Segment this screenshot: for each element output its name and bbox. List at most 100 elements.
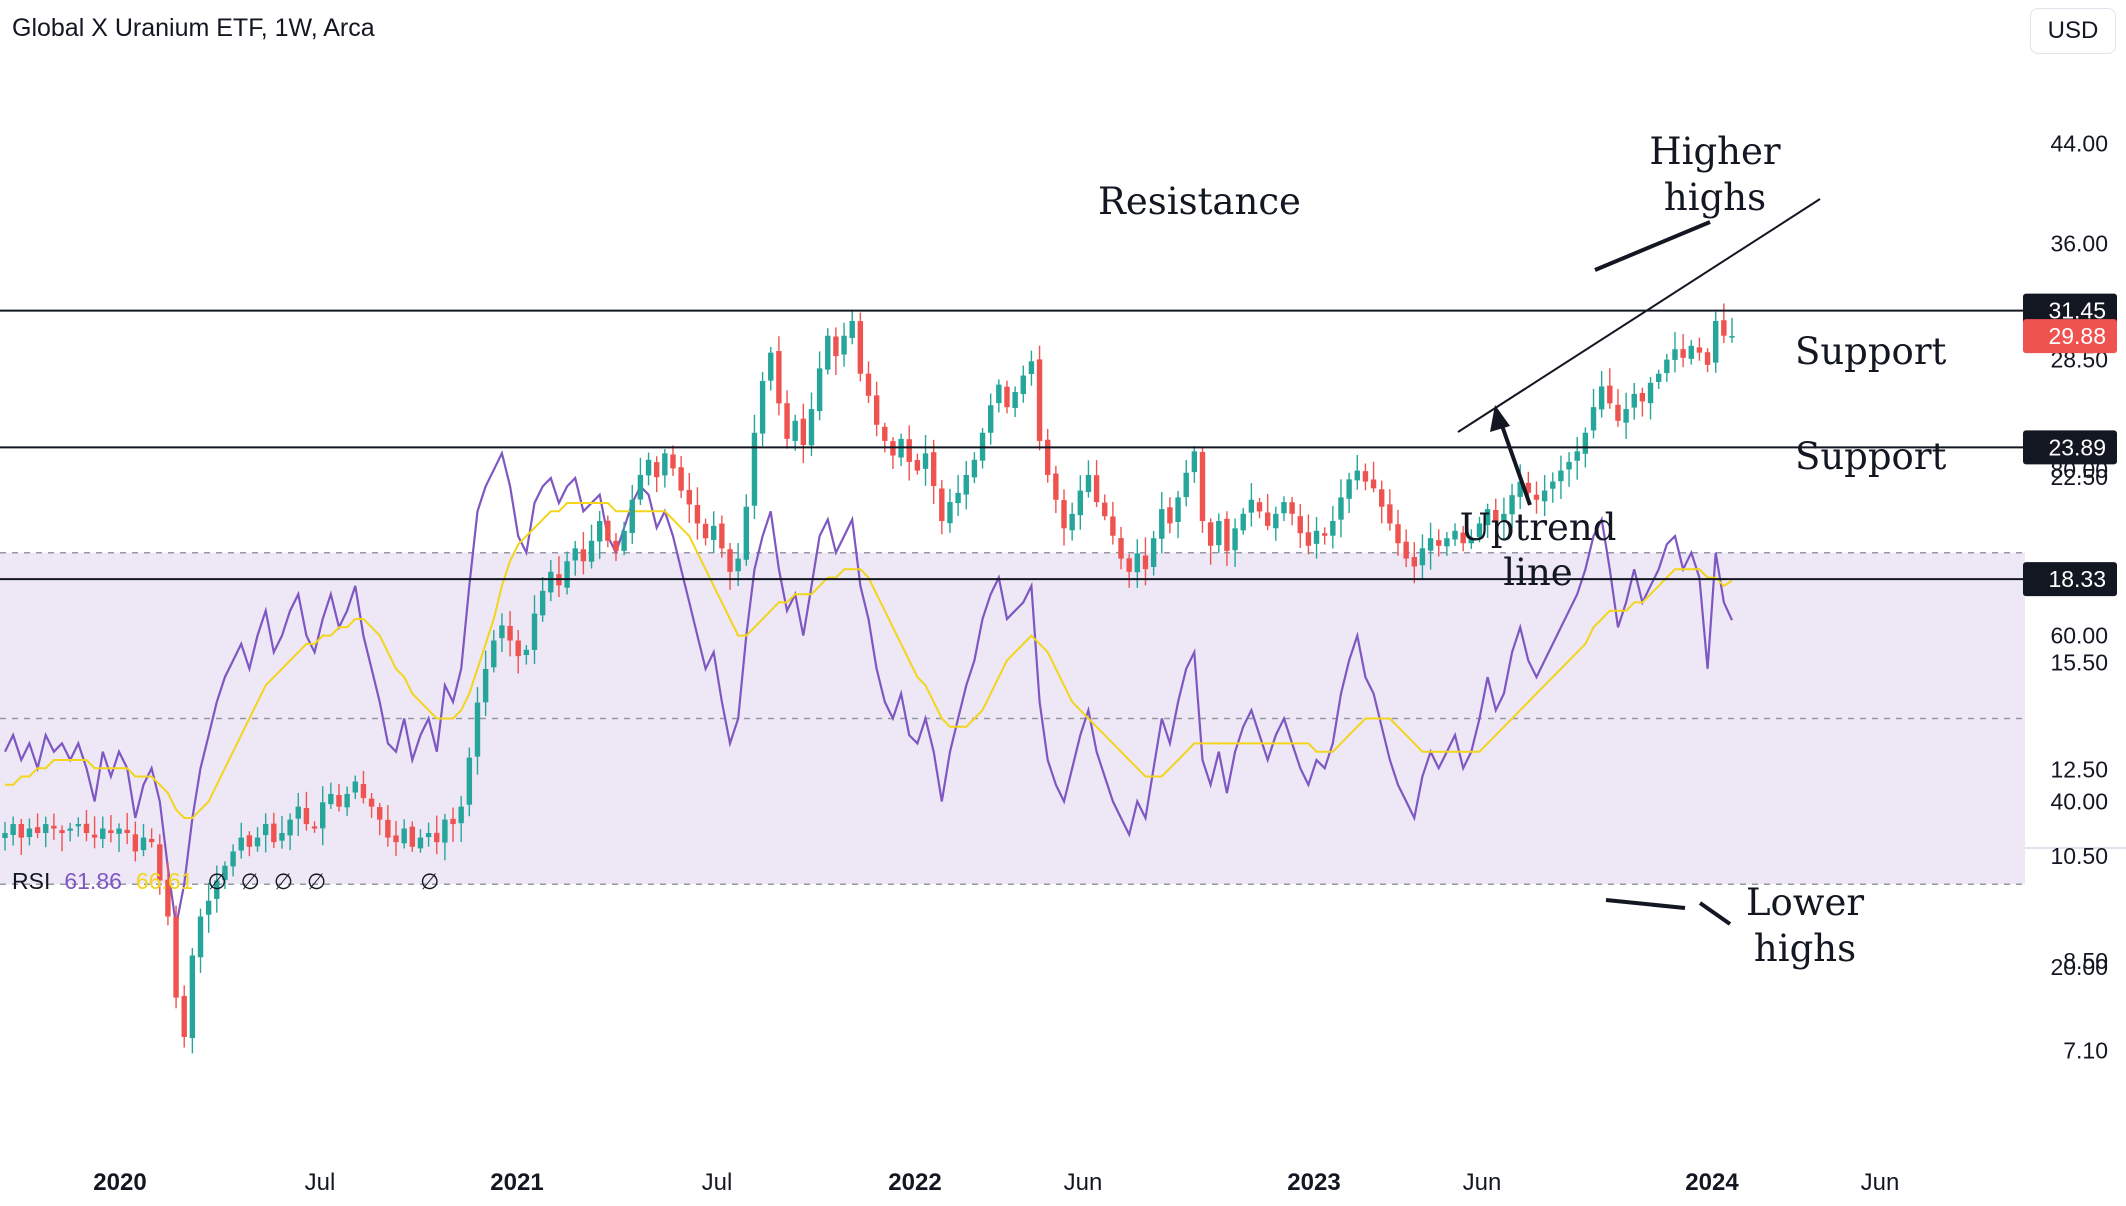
price-tick-label: 7.10 — [2063, 1038, 2108, 1064]
price-axis[interactable]: 44.0036.0028.5022.5015.5012.5010.508.507… — [2050, 131, 2108, 1064]
candle — [596, 510, 603, 560]
candle — [645, 452, 652, 486]
candle — [613, 533, 619, 561]
candle — [833, 327, 839, 376]
candle — [1126, 554, 1132, 588]
candle — [1647, 376, 1654, 420]
candle — [857, 312, 864, 382]
candle — [1590, 388, 1597, 439]
candle — [1036, 345, 1043, 451]
candle — [148, 828, 155, 848]
candle — [825, 328, 831, 375]
candle — [287, 813, 293, 851]
candle — [157, 834, 163, 895]
candle — [686, 473, 692, 523]
candle — [1330, 505, 1336, 549]
rsi-tick-label: 60.00 — [2050, 623, 2108, 649]
candle — [189, 947, 196, 1054]
price-tag-last: 29.88 — [2023, 319, 2117, 354]
candle — [1729, 317, 1735, 343]
candle — [947, 488, 953, 533]
candle — [751, 414, 758, 519]
candlestick-series — [2, 303, 1735, 1054]
rsi-tick-label: 80.00 — [2050, 457, 2108, 483]
candle — [352, 775, 358, 799]
candle — [409, 821, 416, 852]
candle — [100, 816, 106, 848]
candle — [43, 816, 49, 848]
time-tick-label: 2020 — [93, 1169, 146, 1196]
candle — [1468, 529, 1475, 549]
candle — [996, 379, 1002, 413]
price-tick-label: 10.50 — [2050, 843, 2108, 869]
candle — [1713, 311, 1719, 373]
time-axis[interactable]: 2020 Jul 2021 Jul 2022 Jun 2023 Jun 2024 Jun — [93, 1169, 1899, 1196]
candle — [222, 861, 228, 890]
candle — [1688, 340, 1694, 365]
candle — [1379, 480, 1385, 524]
currency-button[interactable]: USD — [2030, 8, 2116, 54]
candle — [442, 813, 448, 861]
candle — [768, 346, 774, 391]
time-tick-label: Jul — [702, 1169, 733, 1196]
candle — [922, 434, 929, 486]
candle — [1558, 455, 1564, 500]
horizontal-levels — [0, 309, 2025, 581]
candle — [262, 813, 269, 853]
candle — [1150, 530, 1157, 576]
price-tick-label: 15.50 — [2050, 649, 2108, 675]
candle — [295, 792, 301, 836]
candle — [678, 456, 684, 499]
candle — [515, 630, 521, 674]
candle — [890, 437, 896, 469]
candle — [474, 687, 481, 775]
candle — [401, 819, 407, 849]
candle — [987, 393, 994, 445]
candle — [1639, 387, 1646, 417]
candle — [1207, 518, 1214, 565]
candle — [393, 820, 399, 856]
rsi-placeholder-3: ∅ — [273, 868, 293, 894]
candle — [1321, 527, 1328, 545]
candle — [1045, 428, 1051, 483]
candle — [1297, 503, 1303, 548]
candle — [1313, 517, 1320, 559]
higher-highs-label-1: Higher — [1649, 130, 1781, 173]
candle — [425, 822, 432, 847]
rsi-placeholder-2: ∅ — [240, 868, 260, 894]
candle — [1680, 334, 1686, 368]
time-tick-label: 2022 — [888, 1169, 941, 1196]
chart-title: Global X Uranium ETF, 1W, Arca — [12, 14, 375, 42]
lower-highs-label-1: Lower — [1746, 881, 1864, 924]
candle — [1655, 369, 1662, 390]
candle — [971, 452, 978, 484]
candle — [1102, 494, 1108, 521]
candle — [10, 816, 16, 846]
candle — [914, 453, 921, 475]
candle — [59, 825, 65, 852]
candle — [605, 515, 611, 548]
candle — [482, 650, 489, 716]
candle — [1452, 523, 1458, 546]
candle — [1623, 392, 1629, 439]
time-tick-label: Jun — [1064, 1169, 1103, 1196]
candle — [124, 812, 130, 845]
rsi-axis[interactable]: 80.00 60.00 40.00 20.00 — [2050, 457, 2108, 980]
time-tick-label: 2024 — [1685, 1169, 1739, 1196]
lower-highs-label-2: highs — [1754, 927, 1856, 970]
uptrend-label-1: Uptrend — [1460, 506, 1617, 549]
candle — [360, 770, 367, 804]
candle — [702, 518, 709, 546]
candle — [1289, 496, 1295, 526]
candle — [1053, 465, 1059, 514]
candle — [759, 372, 766, 447]
rsi-placeholder-5: ∅ — [420, 868, 440, 894]
candle — [1240, 507, 1246, 535]
candle — [1501, 497, 1507, 540]
candle — [1387, 489, 1393, 531]
candle — [1110, 501, 1116, 545]
candle — [1509, 483, 1515, 528]
candle — [303, 791, 310, 831]
candle — [1338, 479, 1344, 538]
